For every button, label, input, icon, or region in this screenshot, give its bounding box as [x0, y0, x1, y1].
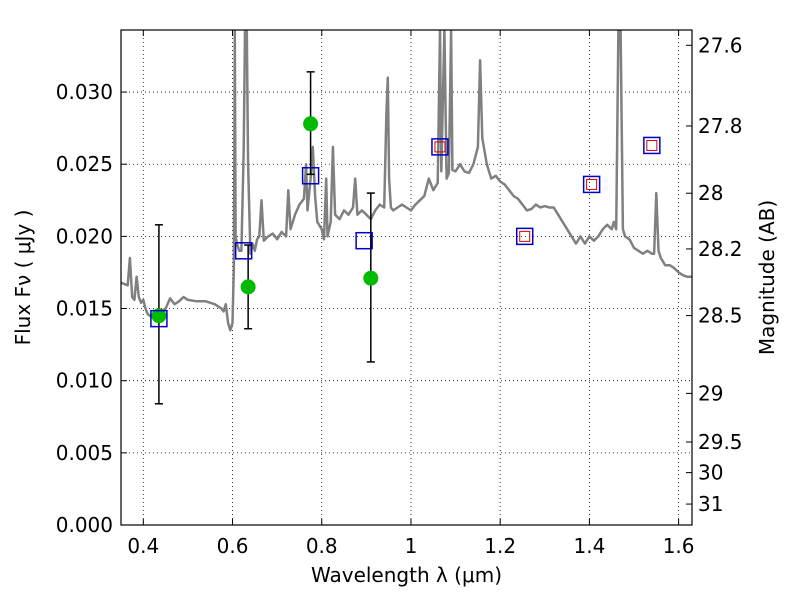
- y-tick-label: 0.015: [56, 297, 113, 321]
- x-tick-label: 0.6: [217, 534, 249, 558]
- y-tick-label: 0.030: [56, 80, 113, 104]
- x-tick-label: 0.8: [306, 534, 338, 558]
- right-tick-label: 30: [698, 461, 723, 485]
- right-axis-label: Magnitude (AB): [755, 200, 779, 355]
- right-tick-label: 27.6: [698, 33, 743, 57]
- right-tick-label: 29: [698, 381, 723, 405]
- right-tick-label: 28: [698, 181, 723, 205]
- right-tick-label: 27.8: [698, 114, 743, 138]
- right-tick-label: 28.5: [698, 304, 743, 328]
- ticks: 0.4 0.6 0.8 1 1.2 1.4 1.6 0.000 0.005 0.010 0.015 0…: [56, 30, 743, 558]
- x-tick-label: 0.4: [127, 534, 159, 558]
- data-point-small-square: [646, 139, 658, 151]
- right-tick-label: 31: [698, 492, 723, 516]
- data-point-circle: [303, 116, 319, 132]
- grid: [121, 30, 692, 526]
- x-tick-label: 1.4: [573, 534, 605, 558]
- data-point-small-square: [434, 141, 446, 153]
- data-point-small-square: [586, 178, 598, 190]
- y-tick-label: 0.020: [56, 224, 113, 248]
- data-point-square: [515, 227, 534, 246]
- right-tick-label: 29.5: [698, 430, 743, 454]
- x-tick-label: 1: [405, 534, 418, 558]
- data-point-square: [355, 231, 373, 250]
- right-tick-label: 28.2: [698, 237, 743, 261]
- plot-frame: [120, 29, 693, 526]
- y-tick-label: 0.000: [56, 513, 113, 537]
- plot-content: [121, 30, 692, 405]
- data-point-square: [643, 136, 661, 155]
- y-tick-label: 0.025: [56, 152, 113, 176]
- y-axis-label: Flux Fν ( μJy ): [11, 210, 35, 346]
- y-tick-label: 0.010: [56, 369, 113, 393]
- data-point-square: [431, 138, 449, 156]
- data-point-circle: [363, 270, 379, 286]
- x-tick-label: 1.2: [484, 534, 516, 558]
- data-point-circle: [240, 279, 256, 295]
- data-point-small-square: [519, 230, 531, 242]
- x-axis-label: Wavelength λ (μm): [311, 563, 502, 587]
- data-point-square: [301, 167, 320, 185]
- data-point-circle: [151, 308, 167, 324]
- data-point-square: [582, 175, 601, 194]
- x-tick-label: 1.6: [663, 534, 695, 558]
- data-point-square: [234, 242, 253, 260]
- y-tick-label: 0.005: [56, 441, 113, 465]
- spectrum-line: [121, 30, 692, 332]
- data-point-square: [150, 309, 168, 328]
